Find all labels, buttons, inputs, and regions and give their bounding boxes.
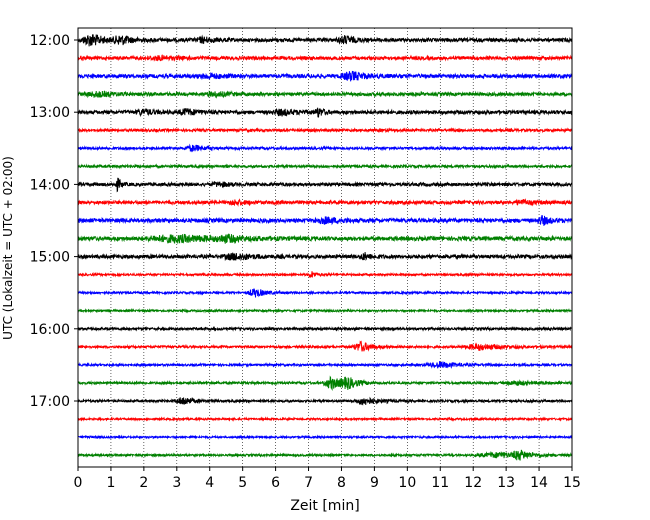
y-tick-label: 15:00 — [30, 250, 70, 266]
trace-1245 — [77, 90, 573, 99]
trace-1530 — [77, 287, 573, 298]
y-tick-label: 17:00 — [30, 394, 70, 410]
trace-1715 — [77, 416, 573, 422]
trace-1730 — [77, 434, 573, 440]
trace-1645 — [77, 375, 573, 391]
trace-1515 — [77, 271, 573, 279]
x-tick-label: 11 — [431, 475, 449, 491]
y-tick-label: 14:00 — [30, 177, 70, 193]
y-axis-label: UTC (Lokalzeit = UTC + 02:00) — [1, 156, 15, 340]
x-tick-label: 10 — [398, 475, 416, 491]
x-tick-label: 2 — [139, 475, 148, 491]
y-tick-label: 13:00 — [30, 105, 70, 121]
x-tick-label: 0 — [74, 475, 83, 491]
trace-1545 — [77, 307, 573, 314]
trace-1615 — [77, 340, 573, 352]
plot-frame — [77, 27, 573, 468]
y-ticks: 12:00 13:00 14:00 15:00 16:00 17:00 — [30, 33, 78, 410]
x-tick-label: 4 — [205, 475, 214, 491]
trace-1600 — [77, 325, 573, 332]
trace-1230 — [77, 70, 573, 82]
x-tick-label: 13 — [497, 475, 515, 491]
trace-1700 — [77, 396, 573, 406]
trace-1445 — [77, 233, 573, 245]
x-tick-label: 15 — [563, 475, 581, 491]
trace-1330 — [77, 143, 573, 153]
x-axis-label: Zeit [min] — [290, 498, 359, 514]
y-tick-label: 16:00 — [30, 322, 70, 338]
x-tick-label: 6 — [271, 475, 280, 491]
x-tick-label: 5 — [238, 475, 247, 491]
x-ticks: 0 1 2 3 4 5 6 7 8 9 10 11 12 13 14 15 — [74, 467, 581, 491]
x-tick-label: 7 — [304, 475, 313, 491]
vertical-grid — [110, 28, 540, 467]
trace-1215 — [77, 54, 573, 62]
x-tick-label: 1 — [106, 475, 115, 491]
trace-1300 — [77, 107, 573, 118]
trace-1430 — [77, 215, 573, 227]
traces — [77, 34, 573, 461]
trace-1415 — [77, 198, 573, 207]
trace-1630 — [77, 361, 573, 369]
x-tick-label: 8 — [337, 475, 346, 491]
y-tick-label: 12:00 — [30, 33, 70, 49]
x-tick-label: 9 — [370, 475, 379, 491]
trace-1200 — [77, 34, 573, 47]
x-tick-label: 3 — [172, 475, 181, 491]
trace-1315 — [77, 127, 573, 134]
x-tick-label: 12 — [464, 475, 482, 491]
trace-1400 — [77, 177, 573, 193]
x-tick-label: 14 — [530, 475, 548, 491]
trace-1745 — [77, 449, 573, 461]
trace-1500 — [77, 252, 573, 262]
trace-1345 — [77, 163, 573, 170]
